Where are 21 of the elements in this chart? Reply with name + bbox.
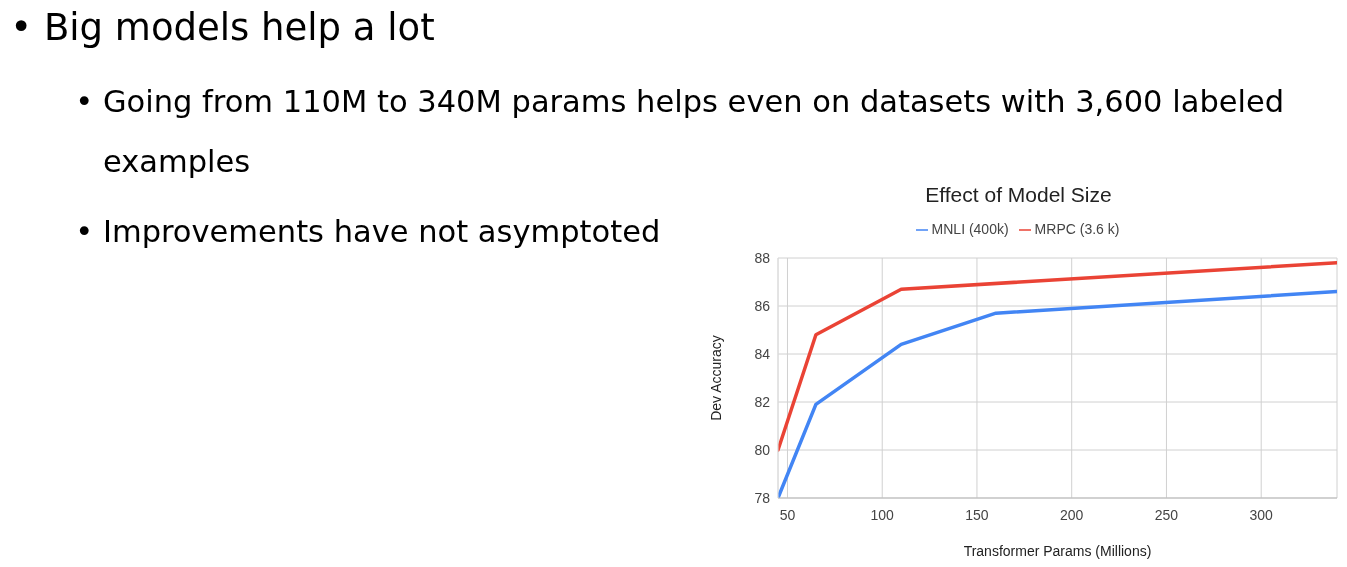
line-series <box>778 261 1337 452</box>
y-tick-label: 88 <box>754 249 771 266</box>
x-tick-label: 300 <box>1249 506 1274 523</box>
x-tick-label: 200 <box>1060 506 1084 523</box>
y-tick-label: 82 <box>754 393 771 410</box>
text: • Improvements have not asymptoted <box>75 214 661 249</box>
legend-label: MNLI (400k) <box>931 221 1009 237</box>
chart-title: Effect of Model Size <box>924 183 1113 207</box>
x-tick-label: 150 <box>965 506 989 523</box>
text: • Big models help a lot <box>10 5 436 51</box>
x-tick-label: 50 <box>779 506 796 523</box>
y-axis-title: Dev Accuracy <box>707 335 724 421</box>
y-tick-label: 86 <box>754 297 771 314</box>
y-tick-label: 78 <box>754 489 771 506</box>
y-tick-label: 80 <box>754 441 771 458</box>
x-tick-label: 100 <box>870 506 895 523</box>
legend-label: MRPC (3.6 k) <box>1034 221 1120 237</box>
y-tick-label: 84 <box>754 345 771 362</box>
text: • Going from 110M to 340M params helps even on datasets with 3,600 labeled examples <box>75 84 1285 179</box>
x-axis-title: Transformer Params (Millions) <box>963 543 1152 559</box>
x-tick-label: 250 <box>1154 506 1179 523</box>
